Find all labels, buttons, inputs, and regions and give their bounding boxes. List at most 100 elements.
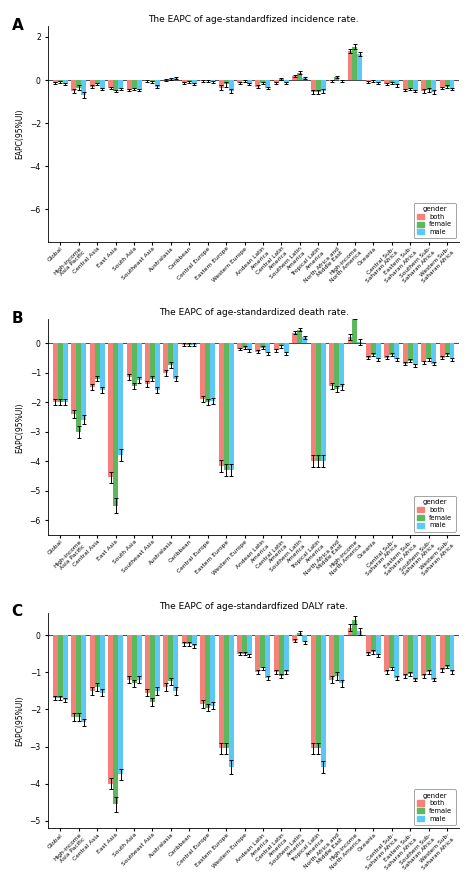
Bar [145,635,150,693]
Bar [347,337,353,343]
Bar [205,343,210,402]
Bar [403,635,408,676]
Bar [247,80,252,84]
Title: The EAPC of age-standardfized incidence rate.: The EAPC of age-standardfized incidence … [148,15,359,24]
Bar [366,635,371,653]
Bar [247,343,252,350]
Bar [334,343,339,388]
Bar [82,635,86,723]
Bar [224,635,228,749]
Bar [439,80,445,88]
Bar [164,635,168,687]
Bar [90,635,95,691]
Bar [302,78,307,80]
Bar [274,343,279,350]
Bar [90,343,95,388]
Bar [403,80,408,90]
Bar [260,343,265,348]
Bar [108,80,113,88]
Bar [168,79,173,80]
Bar [192,343,197,345]
Bar [132,343,137,386]
Bar [90,80,95,86]
Bar [292,635,297,641]
Bar [58,635,63,698]
Bar [53,343,58,402]
Bar [118,343,123,455]
Bar [228,80,234,91]
Bar [426,635,431,672]
Bar [132,80,137,89]
Bar [265,80,270,88]
Bar [155,80,160,86]
Bar [137,343,142,380]
Bar [260,80,265,84]
Bar [334,76,339,80]
Bar [224,80,228,84]
Y-axis label: EAPC(95%UI): EAPC(95%UI) [15,402,24,453]
Bar [242,80,247,81]
Bar [316,343,320,461]
Bar [403,343,408,364]
Y-axis label: EAPC(95%UI): EAPC(95%UI) [15,695,24,746]
Bar [310,343,316,461]
Bar [384,80,389,84]
Bar [394,343,399,359]
Bar [58,80,63,82]
Bar [357,631,363,635]
Bar [297,633,302,635]
Bar [329,635,334,679]
Bar [137,635,142,679]
Bar [449,80,455,89]
Bar [132,635,137,684]
Bar [255,635,260,672]
Bar [210,635,215,706]
Bar [95,80,100,84]
Bar [316,635,320,749]
Bar [58,343,63,402]
Bar [334,635,339,676]
Bar [100,343,105,390]
Bar [376,635,381,655]
Bar [292,76,297,80]
Bar [426,343,431,359]
Bar [127,635,132,679]
Bar [353,316,357,343]
Legend: both, female, male: both, female, male [414,496,456,532]
Bar [210,343,215,401]
Bar [155,343,160,390]
Bar [413,343,418,365]
Bar [150,343,155,379]
Bar [445,80,449,86]
Bar [63,80,68,84]
Bar [279,79,284,80]
Bar [168,635,173,682]
Bar [297,330,302,343]
Bar [431,80,436,92]
Bar [310,635,316,749]
Bar [389,80,394,84]
Bar [353,46,357,80]
Bar [439,635,445,670]
Bar [389,343,394,355]
Bar [187,80,192,82]
Bar [371,80,376,81]
Bar [297,73,302,80]
Bar [284,635,289,672]
Bar [108,635,113,784]
Bar [150,635,155,702]
Bar [329,343,334,386]
Bar [187,635,192,645]
Bar [439,343,445,358]
Bar [182,343,187,345]
Text: A: A [11,18,23,33]
Bar [310,80,316,92]
Bar [413,635,418,679]
Bar [53,635,58,698]
Bar [192,635,197,646]
Bar [219,80,224,88]
Bar [426,80,431,90]
Bar [237,635,242,653]
Bar [150,80,155,82]
Bar [265,635,270,677]
